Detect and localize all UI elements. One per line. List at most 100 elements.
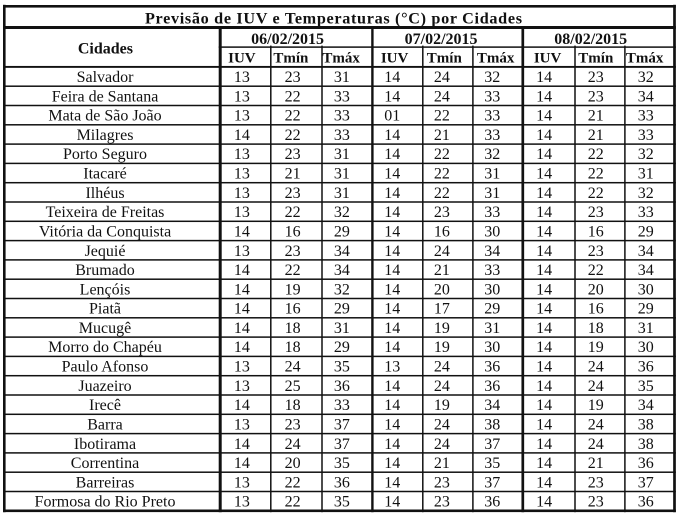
- svg-text:34: 34: [334, 262, 350, 279]
- svg-text:20: 20: [285, 455, 301, 472]
- svg-text:14: 14: [384, 127, 400, 144]
- svg-text:14: 14: [384, 436, 400, 453]
- svg-text:23: 23: [588, 474, 604, 491]
- svg-text:24: 24: [588, 417, 604, 434]
- svg-text:14: 14: [234, 127, 250, 144]
- svg-text:23: 23: [588, 494, 604, 511]
- svg-text:IUV: IUV: [228, 51, 256, 67]
- svg-text:31: 31: [484, 320, 500, 337]
- svg-text:13: 13: [234, 166, 250, 183]
- svg-text:08/02/2015: 08/02/2015: [554, 31, 627, 48]
- svg-text:31: 31: [334, 166, 350, 183]
- svg-text:Tmín: Tmín: [273, 51, 309, 67]
- svg-text:Salvador: Salvador: [77, 69, 135, 86]
- svg-text:36: 36: [334, 378, 350, 395]
- svg-text:14: 14: [234, 436, 250, 453]
- svg-text:18: 18: [588, 320, 604, 337]
- svg-text:22: 22: [434, 166, 450, 183]
- svg-text:14: 14: [536, 474, 552, 491]
- svg-text:01: 01: [384, 108, 400, 125]
- svg-text:Piatã: Piatã: [89, 301, 121, 318]
- svg-text:31: 31: [638, 166, 654, 183]
- svg-text:23: 23: [588, 243, 604, 260]
- svg-text:20: 20: [588, 281, 604, 298]
- svg-text:Paulo Afonso: Paulo Afonso: [62, 359, 149, 376]
- svg-text:35: 35: [484, 455, 500, 472]
- svg-text:19: 19: [434, 397, 450, 414]
- svg-text:22: 22: [285, 127, 301, 144]
- svg-text:14: 14: [536, 417, 552, 434]
- svg-text:31: 31: [484, 185, 500, 202]
- svg-text:14: 14: [536, 281, 552, 298]
- svg-text:38: 38: [638, 436, 654, 453]
- svg-text:19: 19: [588, 397, 604, 414]
- svg-text:14: 14: [536, 397, 552, 414]
- svg-text:14: 14: [384, 204, 400, 221]
- svg-text:23: 23: [285, 69, 301, 86]
- svg-text:29: 29: [638, 224, 654, 241]
- svg-text:14: 14: [536, 339, 552, 356]
- svg-text:14: 14: [234, 281, 250, 298]
- svg-text:18: 18: [285, 397, 301, 414]
- svg-text:32: 32: [334, 204, 350, 221]
- svg-text:14: 14: [536, 320, 552, 337]
- svg-text:Tmáx: Tmáx: [322, 51, 360, 67]
- svg-text:22: 22: [588, 185, 604, 202]
- svg-text:34: 34: [334, 243, 350, 260]
- svg-text:13: 13: [234, 146, 250, 163]
- svg-text:23: 23: [285, 185, 301, 202]
- svg-text:33: 33: [484, 88, 500, 105]
- svg-text:Porto Seguro: Porto Seguro: [63, 146, 147, 163]
- svg-text:35: 35: [334, 359, 350, 376]
- svg-text:Morro do Chapéu: Morro do Chapéu: [48, 339, 162, 356]
- svg-text:32: 32: [638, 185, 654, 202]
- svg-text:14: 14: [536, 88, 552, 105]
- svg-text:34: 34: [484, 397, 500, 414]
- svg-text:16: 16: [588, 301, 604, 318]
- svg-text:14: 14: [384, 88, 400, 105]
- svg-text:Cidades: Cidades: [78, 40, 133, 57]
- svg-text:13: 13: [234, 204, 250, 221]
- svg-text:22: 22: [285, 204, 301, 221]
- svg-text:31: 31: [334, 146, 350, 163]
- svg-text:06/02/2015: 06/02/2015: [251, 31, 324, 48]
- svg-text:21: 21: [434, 127, 450, 144]
- svg-text:14: 14: [234, 301, 250, 318]
- svg-text:36: 36: [334, 474, 350, 491]
- svg-text:24: 24: [434, 243, 450, 260]
- svg-text:Tmáx: Tmáx: [477, 51, 515, 67]
- svg-text:31: 31: [638, 320, 654, 337]
- svg-text:16: 16: [285, 224, 301, 241]
- svg-text:Correntina: Correntina: [71, 455, 139, 472]
- svg-text:22: 22: [434, 185, 450, 202]
- svg-text:24: 24: [285, 359, 301, 376]
- svg-text:31: 31: [334, 185, 350, 202]
- svg-text:13: 13: [234, 185, 250, 202]
- svg-text:13: 13: [234, 243, 250, 260]
- svg-text:14: 14: [384, 378, 400, 395]
- svg-text:31: 31: [484, 166, 500, 183]
- svg-text:14: 14: [384, 224, 400, 241]
- svg-text:Milagres: Milagres: [77, 127, 134, 144]
- svg-text:Juazeiro: Juazeiro: [78, 378, 131, 395]
- svg-text:21: 21: [434, 262, 450, 279]
- svg-text:38: 38: [484, 417, 500, 434]
- svg-text:14: 14: [536, 243, 552, 260]
- svg-text:33: 33: [334, 108, 350, 125]
- svg-text:21: 21: [285, 166, 301, 183]
- svg-text:14: 14: [536, 378, 552, 395]
- svg-text:14: 14: [536, 185, 552, 202]
- svg-text:29: 29: [638, 301, 654, 318]
- svg-text:29: 29: [484, 301, 500, 318]
- svg-text:13: 13: [234, 417, 250, 434]
- svg-text:34: 34: [638, 88, 654, 105]
- svg-text:24: 24: [434, 417, 450, 434]
- svg-text:14: 14: [384, 262, 400, 279]
- svg-text:Itacaré: Itacaré: [83, 166, 127, 183]
- svg-text:Barra: Barra: [87, 417, 123, 434]
- svg-text:22: 22: [434, 108, 450, 125]
- svg-text:24: 24: [588, 359, 604, 376]
- svg-text:23: 23: [285, 417, 301, 434]
- svg-text:37: 37: [484, 474, 500, 491]
- svg-text:Formosa do Rio Preto: Formosa do Rio Preto: [35, 494, 176, 511]
